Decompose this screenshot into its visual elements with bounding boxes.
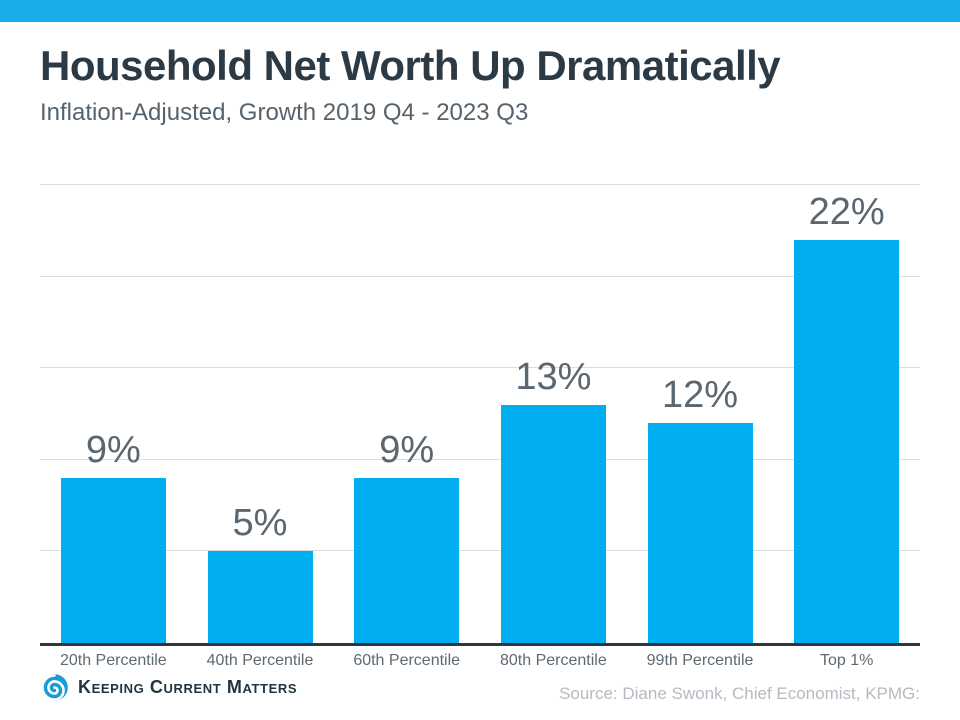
x-axis-label: 20th Percentile — [59, 652, 167, 669]
page-title: Household Net Worth Up Dramatically — [40, 42, 781, 89]
bar-slot: 5% — [187, 185, 334, 643]
bar-value-label: 12% — [661, 374, 739, 417]
bar-value-label: 22% — [808, 190, 885, 233]
bar-value-label: 13% — [515, 355, 592, 398]
bar-slot: 13% — [480, 185, 627, 643]
gridline-10 — [40, 458, 920, 460]
x-axis-label: 60th Percentile — [353, 652, 461, 669]
bar-value-label: 9% — [85, 429, 141, 472]
bar — [794, 239, 900, 643]
bar — [207, 551, 313, 643]
bar-value-label: 9% — [379, 429, 435, 472]
gridline-15 — [40, 367, 920, 369]
brand-logo-text: Keeping Current Matters — [78, 677, 298, 697]
bar-value-label: 5% — [232, 502, 288, 545]
brand-logo: Keeping Current Matters — [40, 673, 297, 702]
bar — [60, 478, 166, 643]
kcm-swirl-icon — [41, 674, 68, 701]
bar-slot: 9% — [333, 185, 480, 643]
x-axis-label: 80th Percentile — [499, 652, 607, 669]
bars-container: 9% 5% 9% 13% 12% 22% — [40, 185, 920, 643]
bar — [354, 478, 460, 643]
top-accent-bar — [0, 0, 960, 22]
bar-slot: 12% — [627, 185, 774, 643]
x-axis-label: Top 1% — [820, 652, 874, 669]
gridline-20 — [40, 275, 920, 277]
bar — [500, 404, 606, 643]
gridline-5 — [40, 550, 920, 552]
gridline-25 — [40, 184, 920, 185]
x-axis-label: 99th Percentile — [646, 652, 754, 669]
chart-subtitle: Inflation-Adjusted, Growth 2019 Q4 - 202… — [40, 99, 529, 126]
x-axis-label: 40th Percentile — [206, 652, 314, 669]
bar-slot: 9% — [40, 185, 187, 643]
source-attribution: Source: Diane Swonk, Chief Economist, KP… — [559, 684, 920, 703]
x-axis-labels: 20th Percentile 40th Percentile 60th Perce… — [40, 652, 920, 670]
bar-chart-plot-area: 9% 5% 9% 13% 12% 22% — [40, 184, 920, 646]
bar-slot: 22% — [773, 185, 920, 643]
bar — [647, 423, 753, 643]
